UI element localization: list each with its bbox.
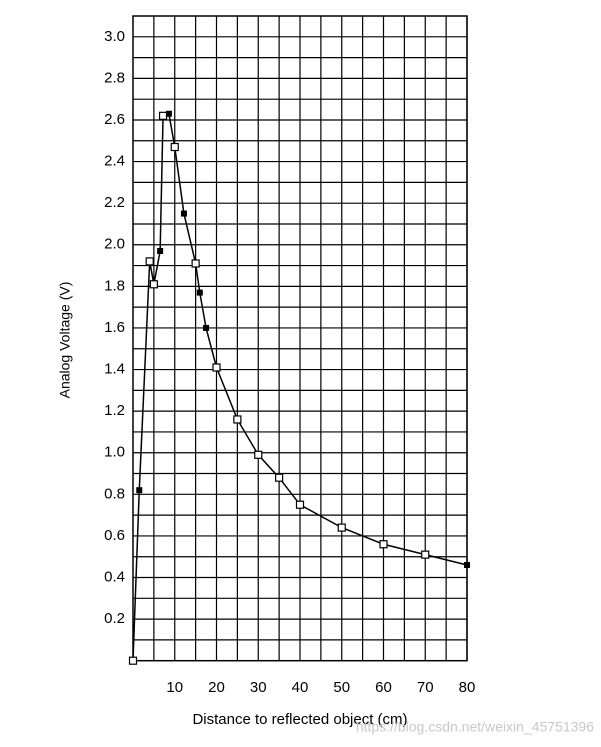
y-tick-label: 1.4 [104,361,125,378]
y-tick-label: 3.0 [104,28,125,45]
y-tick-label: 1.6 [104,319,125,336]
x-tick-label: 30 [250,679,267,696]
marker-square [145,257,154,266]
watermark: https://blog.csdn.net/weixin_45751396 [356,719,594,735]
y-tick-label: 0.2 [104,610,125,627]
marker-square [149,280,158,289]
y-tick-label: 2.4 [104,153,125,170]
marker-dot [180,210,187,217]
y-tick-label: 0.8 [104,485,125,502]
marker-square [233,415,242,424]
marker-square [421,550,430,559]
y-tick-label: 0.6 [104,527,125,544]
marker-dot [136,487,143,494]
marker-dot [157,248,164,255]
y-tick-label: 2.2 [104,194,125,211]
marker-dot [165,110,172,117]
x-tick-label: 40 [292,679,309,696]
y-tick-label: 2.8 [104,69,125,86]
x-tick-label: 20 [208,679,225,696]
marker-square [191,259,200,268]
y-axis-label: Analog Voltage (V) [57,282,73,399]
marker-square [170,142,179,152]
y-tick-label: 1.8 [104,277,125,294]
y-tick-label: 0.4 [104,568,125,585]
marker-square [158,111,168,120]
marker-square [295,500,305,509]
marker-dot [203,324,210,331]
marker-square [212,363,221,372]
marker-square [337,523,346,532]
x-tick-label: 50 [333,679,350,696]
x-axis-label: Distance to reflected object (cm) [192,711,407,728]
marker-dot [464,562,470,569]
y-tick-label: 1.2 [104,402,125,419]
marker-square [379,540,388,549]
y-tick-label: 2.0 [104,236,125,253]
x-tick-label: 70 [417,679,434,696]
y-tick-label: 1.0 [104,444,125,461]
x-tick-label: 80 [459,679,476,696]
marker-dot [196,289,203,296]
marker-square [275,473,284,482]
y-tick-label: 2.6 [104,111,125,128]
marker-square [254,450,263,459]
x-tick-label: 60 [375,679,392,696]
x-tick-label: 10 [166,679,183,696]
marker-square [128,656,138,665]
